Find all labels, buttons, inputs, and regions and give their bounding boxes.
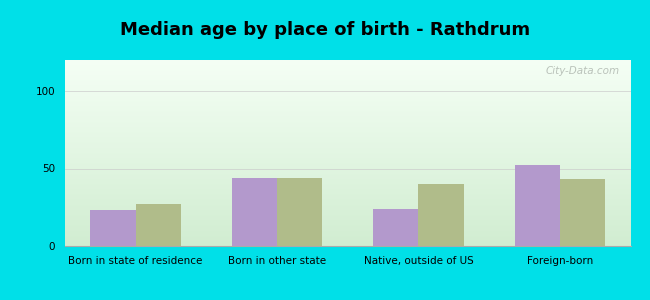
Bar <box>373 209 419 246</box>
Bar <box>419 184 463 246</box>
Bar <box>277 178 322 246</box>
Bar <box>515 165 560 246</box>
Text: City-Data.com: City-Data.com <box>545 66 619 76</box>
Bar <box>232 178 277 246</box>
Bar <box>136 204 181 246</box>
Bar <box>90 210 136 246</box>
Text: Median age by place of birth - Rathdrum: Median age by place of birth - Rathdrum <box>120 21 530 39</box>
Bar <box>560 179 605 246</box>
